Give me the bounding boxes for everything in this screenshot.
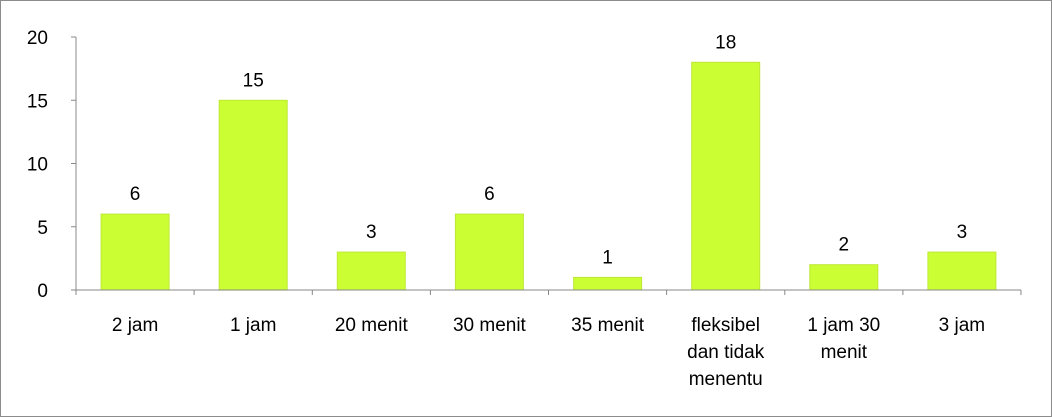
bar-data-label: 2 [839,235,850,256]
x-category-label: 20 menit [335,315,409,336]
x-category-label-line: 20 menit [335,315,409,336]
x-category-label-line: menit [821,342,868,363]
x-category-label: 3 jam [939,315,985,336]
bar [100,213,170,291]
bar [573,276,643,291]
x-axis [75,289,1022,295]
bar [454,213,524,291]
x-category-label: fleksibel dan tidak menentu [687,315,765,390]
x-category-label: 30 menit [453,315,527,336]
x-category-label: 1 jam [230,315,276,336]
x-category-label-line: 2 jam [112,315,158,336]
bar [336,251,406,291]
x-category-label: 1 jam 30 menit [807,315,880,363]
y-tick-label: 0 [37,281,48,302]
y-tick-label: 10 [27,155,48,176]
x-category-label-line: dan tidak [687,342,765,363]
y-tick-label: 5 [37,218,48,239]
bar-data-label: 15 [243,70,264,91]
x-category-label-line: 3 jam [939,315,985,336]
x-category-label-line: fleksibel [691,315,760,336]
x-category-label-line: 1 jam [230,315,276,336]
y-tick-label: 15 [27,91,48,112]
y-tick-label: 20 [27,28,48,49]
bar [218,99,288,291]
bar [927,251,997,291]
x-category-label-line: 30 menit [453,315,527,336]
bar-data-label: 18 [715,32,736,53]
bar-data-label: 3 [366,222,377,243]
x-category-label: 35 menit [571,315,645,336]
x-category-label: 2 jam [112,315,158,336]
bars [100,61,997,291]
bar-data-label: 6 [484,184,495,205]
bar [691,61,761,291]
y-axis: 0 5 10 15 20 [27,28,77,302]
bar-data-label: 3 [957,222,968,243]
bar [809,264,879,291]
x-category-label-line: menentu [689,369,763,390]
x-category-label-line: 35 menit [571,315,645,336]
bar-data-label: 6 [130,184,141,205]
data-labels: 6 15 3 6 1 18 2 3 [130,32,967,268]
bar-data-label: 1 [602,247,613,268]
category-labels: 2 jam 1 jam 20 menit 30 menit 35 menit fleksi… [112,315,985,390]
x-category-label-line: 1 jam 30 [807,315,880,336]
